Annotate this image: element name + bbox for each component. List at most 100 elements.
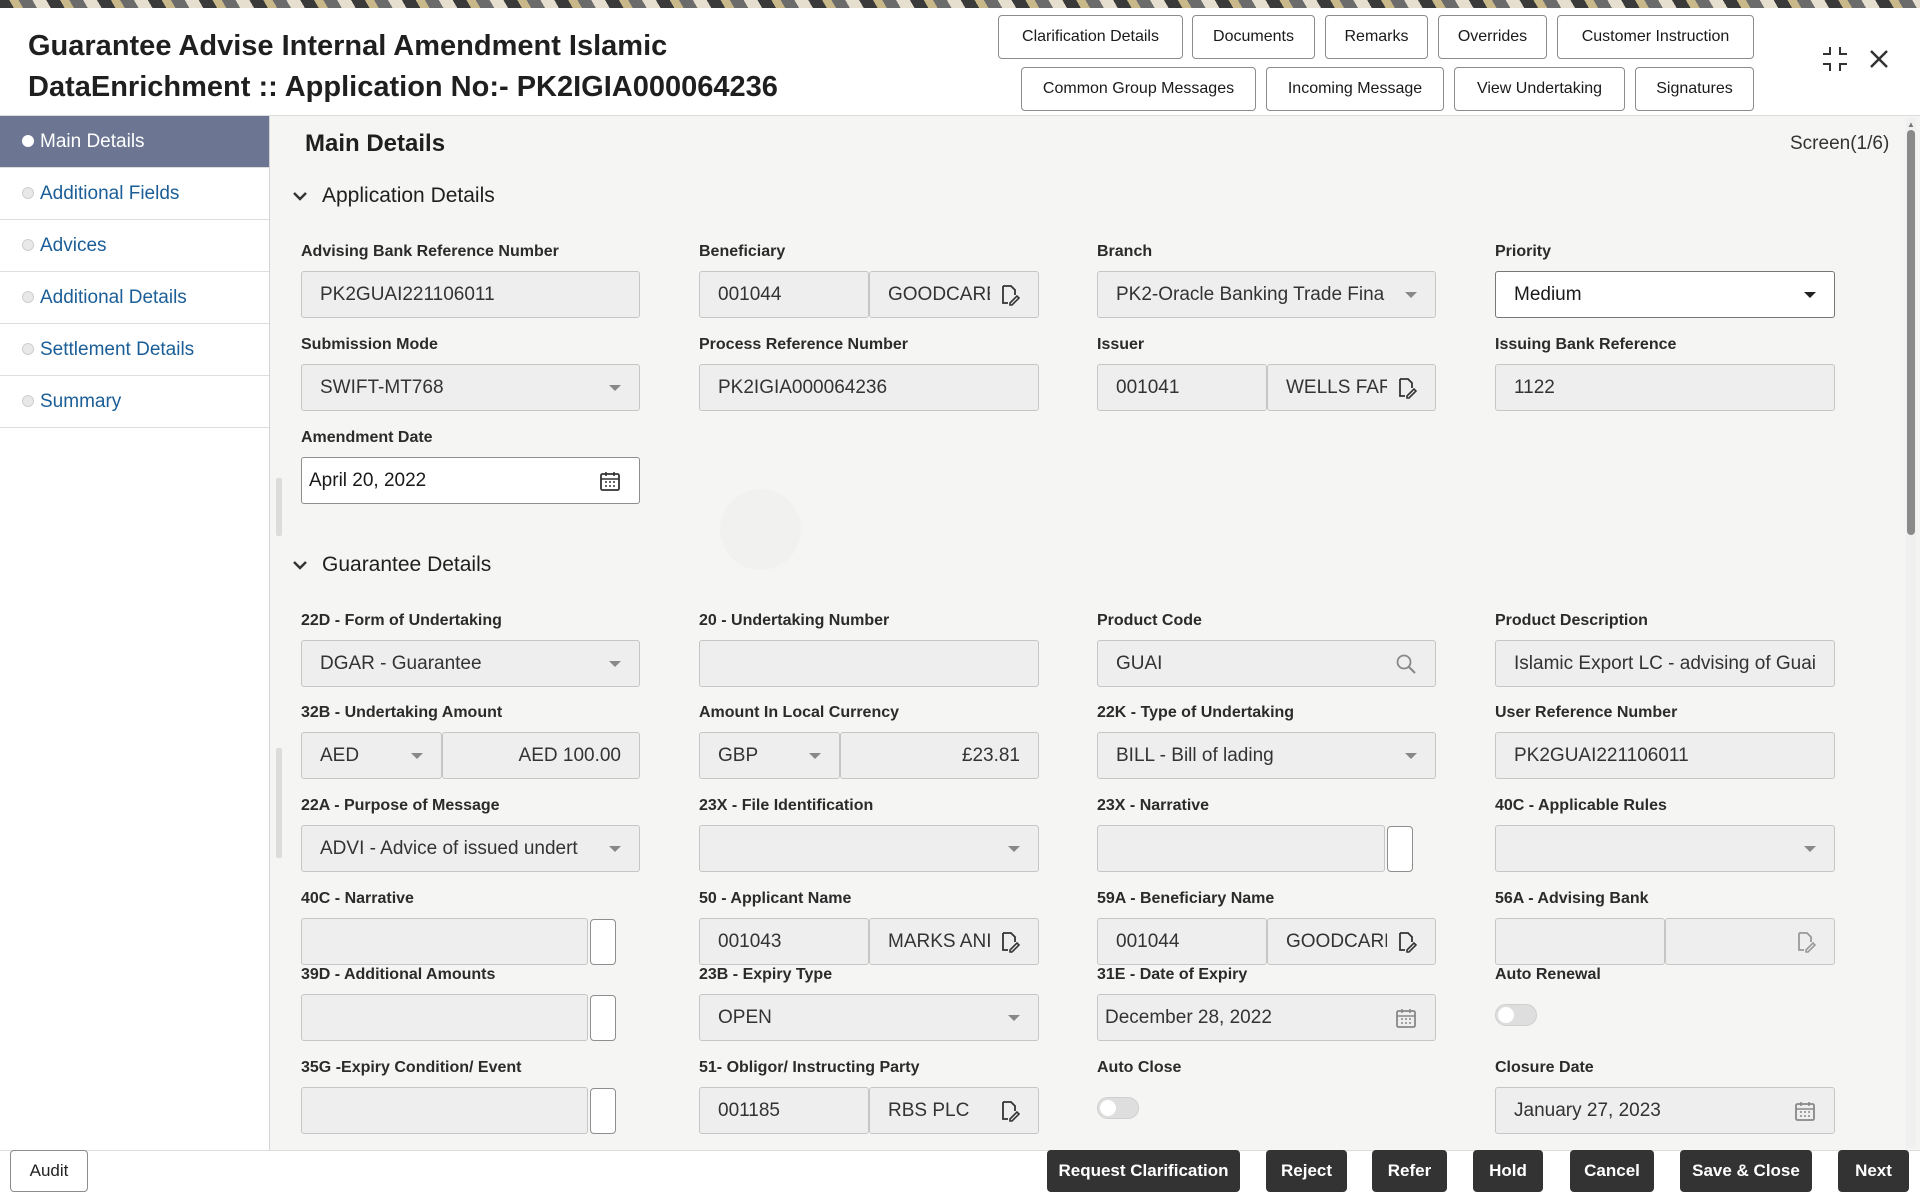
- calendar-icon[interactable]: [599, 470, 621, 492]
- scroll-up-icon[interactable]: ▲: [1907, 120, 1915, 129]
- undertaking-amount-field[interactable]: AED 100.00: [442, 732, 640, 779]
- issuing-bank-ref-field[interactable]: 1122: [1495, 364, 1835, 411]
- additional-amounts-field[interactable]: [301, 994, 588, 1041]
- cancel-button[interactable]: Cancel: [1570, 1150, 1654, 1192]
- type-of-undertaking-select[interactable]: BILL - Bill of lading: [1097, 732, 1436, 779]
- local-currency-select[interactable]: GBP: [699, 732, 840, 779]
- expiry-condition-expand-button[interactable]: [590, 1088, 616, 1134]
- undertaking-currency-select[interactable]: AED: [301, 732, 442, 779]
- expiry-type-select[interactable]: OPEN: [699, 994, 1039, 1041]
- closure-date-field[interactable]: January 27, 2023: [1495, 1087, 1835, 1134]
- collapse-icon[interactable]: [1820, 44, 1850, 74]
- amount-local-field[interactable]: £23.81: [840, 732, 1039, 779]
- request-clarification-button[interactable]: Request Clarification: [1047, 1150, 1240, 1192]
- applicant-name-label: 50 - Applicant Name: [699, 890, 852, 907]
- additional-amounts-expand-button[interactable]: [590, 995, 616, 1041]
- sidebar-item-label: Settlement Details: [40, 338, 195, 360]
- close-icon[interactable]: [1864, 44, 1894, 74]
- submission-mode-select[interactable]: SWIFT-MT768: [301, 364, 640, 411]
- next-button[interactable]: Next: [1838, 1150, 1909, 1192]
- sidebar-item-additional-fields[interactable]: Additional Fields: [0, 168, 269, 220]
- process-ref-field[interactable]: PK2IGIA000064236: [699, 364, 1039, 411]
- priority-select[interactable]: Medium: [1495, 271, 1835, 318]
- common-group-messages-button[interactable]: Common Group Messages: [1021, 67, 1256, 111]
- guarantee-details-section-toggle[interactable]: Guarantee Details: [290, 553, 491, 577]
- refer-button[interactable]: Refer: [1372, 1150, 1447, 1192]
- dropdown-caret-icon: [1405, 752, 1417, 759]
- lookup-icon[interactable]: [998, 1100, 1020, 1122]
- advising-bank-name-field[interactable]: [1665, 918, 1835, 965]
- amendment-date-field[interactable]: April 20, 2022: [301, 457, 640, 504]
- narrative-23x-field[interactable]: [1097, 825, 1385, 872]
- application-details-section-toggle[interactable]: Application Details: [290, 184, 495, 208]
- top-decorative-strip: [0, 0, 1920, 8]
- beneficiary-label: Beneficiary: [699, 243, 786, 260]
- view-undertaking-button[interactable]: View Undertaking: [1454, 67, 1625, 111]
- resize-handle: [276, 478, 282, 536]
- signatures-button[interactable]: Signatures: [1635, 67, 1754, 111]
- sidebar-item-settlement-details[interactable]: Settlement Details: [0, 324, 269, 376]
- advising-bank-ref-field[interactable]: PK2GUAI221106011: [301, 271, 640, 318]
- sidebar-item-advices[interactable]: Advices: [0, 220, 269, 272]
- file-identification-select[interactable]: [699, 825, 1039, 872]
- beneficiary-name-name-field[interactable]: GOODCARE: [1267, 918, 1436, 965]
- user-ref-field[interactable]: PK2GUAI221106011: [1495, 732, 1835, 779]
- beneficiary-name-id-field[interactable]: 001044: [1097, 918, 1267, 965]
- clarification-details-button[interactable]: Clarification Details: [998, 15, 1183, 59]
- form-of-undertaking-select[interactable]: DGAR - Guarantee: [301, 640, 640, 687]
- product-description-field[interactable]: Islamic Export LC - advising of Guai: [1495, 640, 1835, 687]
- reject-button[interactable]: Reject: [1266, 1150, 1347, 1192]
- advising-bank-id-field[interactable]: [1495, 918, 1665, 965]
- expiry-condition-field[interactable]: [301, 1087, 588, 1134]
- lookup-icon[interactable]: [1395, 377, 1417, 399]
- obligor-name-field[interactable]: RBS PLC: [869, 1087, 1039, 1134]
- dropdown-caret-icon: [1008, 845, 1020, 852]
- auto-renewal-toggle[interactable]: [1495, 1004, 1537, 1026]
- narrative-23x-expand-button[interactable]: [1387, 826, 1413, 872]
- documents-button[interactable]: Documents: [1192, 15, 1315, 59]
- obligor-id-field[interactable]: 001185: [699, 1087, 869, 1134]
- date-of-expiry-field[interactable]: December 28, 2022: [1097, 994, 1436, 1041]
- sidebar-item-main-details[interactable]: Main Details: [0, 116, 269, 168]
- beneficiary-id-field[interactable]: 001044: [699, 271, 869, 318]
- sidebar-item-summary[interactable]: Summary: [0, 376, 269, 428]
- calendar-icon[interactable]: [1395, 1007, 1417, 1029]
- lookup-icon[interactable]: [1395, 931, 1417, 953]
- narrative-40c-label: 40C - Narrative: [301, 890, 414, 907]
- audit-button[interactable]: Audit: [10, 1150, 88, 1192]
- overrides-button[interactable]: Overrides: [1438, 15, 1547, 59]
- scrollbar-thumb[interactable]: [1907, 130, 1915, 535]
- issuer-id-field[interactable]: 001041: [1097, 364, 1267, 411]
- product-code-label: Product Code: [1097, 612, 1202, 629]
- remarks-button[interactable]: Remarks: [1325, 15, 1428, 59]
- undertaking-number-field[interactable]: [699, 640, 1039, 687]
- narrative-23x-label: 23X - Narrative: [1097, 797, 1210, 814]
- closure-date-label: Closure Date: [1495, 1059, 1594, 1076]
- sidebar-item-additional-details[interactable]: Additional Details: [0, 272, 269, 324]
- issuer-name-field[interactable]: WELLS FAR: [1267, 364, 1436, 411]
- applicable-rules-select[interactable]: [1495, 825, 1835, 872]
- customer-instruction-button[interactable]: Customer Instruction: [1557, 15, 1754, 59]
- calendar-icon[interactable]: [1794, 1100, 1816, 1122]
- auto-close-toggle[interactable]: [1097, 1097, 1139, 1119]
- search-icon[interactable]: [1395, 653, 1417, 675]
- purpose-of-message-select[interactable]: ADVI - Advice of issued undert: [301, 825, 640, 872]
- hold-button[interactable]: Hold: [1473, 1150, 1543, 1192]
- beneficiary-name-field[interactable]: GOODCARE: [869, 271, 1039, 318]
- chevron-down-icon: [293, 192, 307, 201]
- narrative-40c-expand-button[interactable]: [590, 919, 616, 965]
- save-close-button[interactable]: Save & Close: [1680, 1150, 1812, 1192]
- incoming-message-button[interactable]: Incoming Message: [1266, 67, 1444, 111]
- lookup-icon[interactable]: [1794, 931, 1816, 953]
- lookup-icon[interactable]: [998, 931, 1020, 953]
- applicant-id-field[interactable]: 001043: [699, 918, 869, 965]
- vertical-scrollbar[interactable]: [1906, 118, 1916, 1148]
- branch-label: Branch: [1097, 243, 1153, 260]
- lookup-icon[interactable]: [998, 284, 1020, 306]
- branch-select[interactable]: PK2-Oracle Banking Trade Fina: [1097, 271, 1436, 318]
- undertaking-number-label: 20 - Undertaking Number: [699, 612, 890, 629]
- product-code-field[interactable]: GUAI: [1097, 640, 1436, 687]
- narrative-40c-field[interactable]: [301, 918, 588, 965]
- applicant-name-field[interactable]: MARKS ANI: [869, 918, 1039, 965]
- issuing-bank-ref-label: Issuing Bank Reference: [1495, 336, 1677, 353]
